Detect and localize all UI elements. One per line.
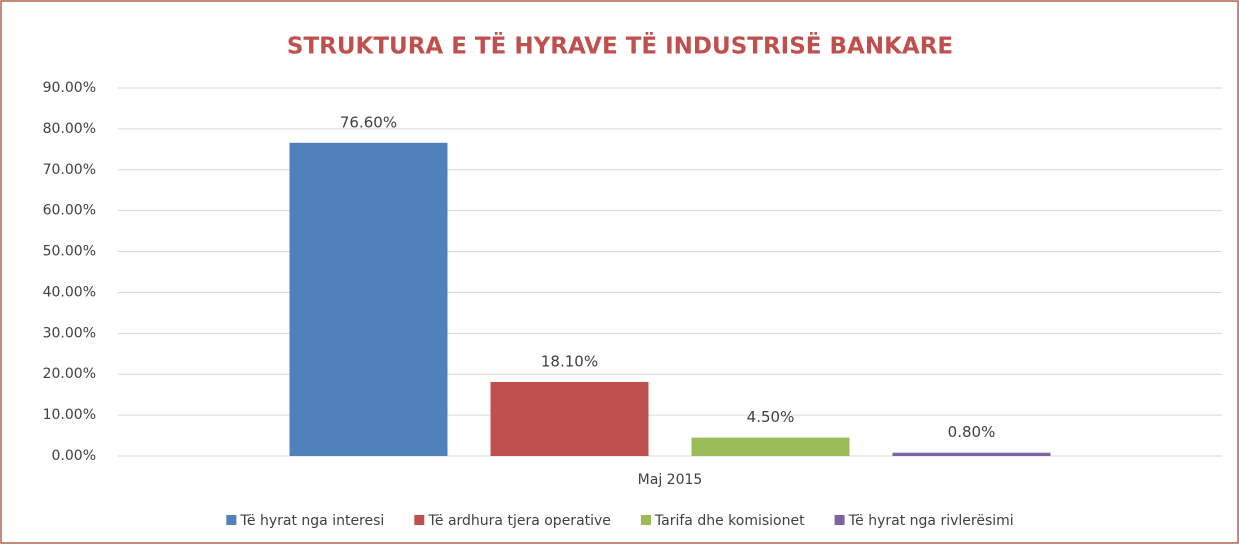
legend-label: Të hyrat nga interesi — [239, 513, 384, 529]
y-tick-label: 80.00% — [43, 121, 96, 137]
bar — [892, 452, 1051, 456]
legend-swatch — [834, 515, 845, 525]
value-label: 18.10% — [541, 352, 598, 370]
value-label: 76.60% — [340, 113, 397, 131]
value-label: 0.80% — [948, 423, 996, 441]
y-tick-label: 30.00% — [43, 325, 96, 341]
legend-label: Të hyrat nga rivlerësimi — [848, 513, 1014, 529]
x-tick-label: Maj 2015 — [638, 472, 703, 488]
legend-label: Tarifa dhe komisionet — [654, 513, 805, 529]
y-tick-label: 0.00% — [52, 448, 96, 464]
y-tick-label: 60.00% — [43, 203, 96, 219]
legend-label: Të ardhura tjera operative — [427, 513, 611, 529]
y-tick-label: 50.00% — [43, 244, 96, 260]
y-tick-label: 70.00% — [43, 162, 96, 178]
value-label: 4.50% — [747, 408, 795, 426]
legend-swatch — [414, 515, 425, 525]
bar — [691, 437, 850, 456]
y-tick-label: 40.00% — [43, 284, 96, 300]
y-tick-label: 10.00% — [43, 407, 96, 423]
chart-title: STRUKTURA E TË HYRAVE TË INDUSTRISË BANK… — [287, 32, 953, 60]
legend-swatch — [226, 515, 237, 525]
legend-swatch — [640, 515, 651, 525]
bar — [490, 381, 649, 456]
y-tick-label: 90.00% — [43, 80, 96, 96]
bar — [289, 142, 448, 456]
y-tick-label: 20.00% — [43, 366, 96, 382]
